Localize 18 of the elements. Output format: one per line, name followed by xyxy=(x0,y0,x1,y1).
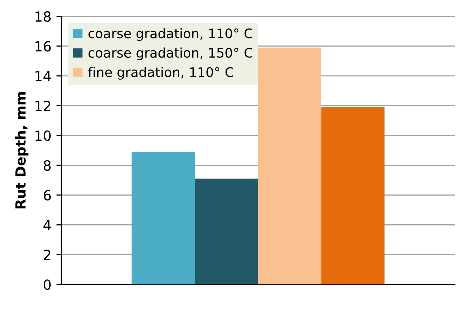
y-tick-label: 18 xyxy=(36,12,51,22)
y-tick-label: 4 xyxy=(44,220,52,230)
y-tick-label: 12 xyxy=(36,100,51,112)
bar xyxy=(195,178,258,285)
y-tick-label: 16 xyxy=(36,41,52,52)
bar xyxy=(322,107,385,285)
bar xyxy=(258,48,322,285)
y-tick-label: 0 xyxy=(44,280,51,290)
y-tick-label: 6 xyxy=(44,190,52,201)
legend-label: coarse gradation, 150° C xyxy=(88,48,253,61)
legend-label: coarse gradation, 110° C xyxy=(88,28,253,42)
y-axis-title: Rut Depth, mm xyxy=(15,92,29,209)
y-tick-label: 14 xyxy=(36,71,52,82)
y-tick-label: 10 xyxy=(36,130,51,142)
bar xyxy=(132,152,196,285)
legend-label: fine gradation, 110° C xyxy=(88,67,234,80)
y-tick-label: 8 xyxy=(44,160,51,171)
y-tick-label: 2 xyxy=(44,250,51,260)
